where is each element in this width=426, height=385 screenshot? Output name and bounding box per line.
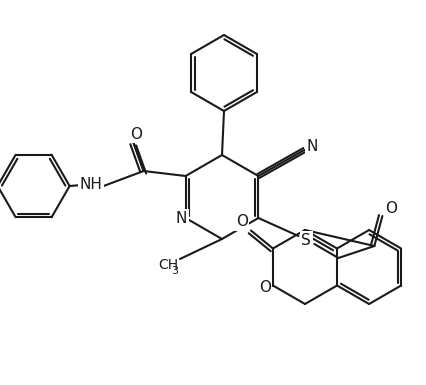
Text: 3: 3 (172, 264, 178, 274)
Text: N: N (307, 139, 318, 154)
Text: S: S (302, 233, 311, 248)
Text: S: S (302, 233, 311, 248)
Text: N: N (176, 211, 187, 226)
Text: O: O (236, 214, 248, 229)
Text: CH: CH (158, 258, 178, 272)
Text: O: O (259, 280, 271, 295)
Text: O: O (236, 214, 248, 229)
Text: 3: 3 (172, 266, 178, 276)
Text: NH: NH (79, 176, 102, 191)
Text: O: O (130, 127, 141, 142)
Text: O: O (386, 201, 397, 216)
Text: O: O (130, 127, 141, 142)
Text: NH: NH (79, 176, 102, 191)
Text: CH: CH (158, 258, 178, 272)
Text: O: O (386, 201, 397, 216)
Text: N: N (176, 211, 187, 226)
Text: O: O (259, 280, 271, 295)
Text: N: N (307, 139, 318, 154)
